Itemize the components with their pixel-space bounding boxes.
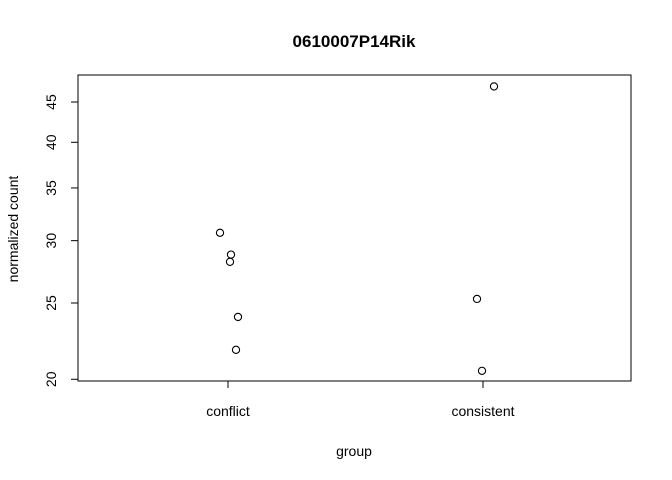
data-point: [215, 228, 225, 237]
x-axis-label: group: [336, 443, 372, 459]
plot-area: [77, 74, 632, 382]
y-tick-label: 30: [43, 233, 59, 249]
data-point: [226, 250, 236, 259]
y-tick-label: 20: [43, 371, 59, 387]
x-tick-label: conflict: [206, 403, 250, 419]
y-axis: 20 25 30 35 40 45: [43, 94, 78, 387]
data-points: [215, 82, 499, 375]
y-axis-label: normalized count: [5, 176, 21, 283]
y-tick-label: 45: [43, 94, 59, 110]
x-axis: conflict consistent: [206, 381, 515, 419]
data-point: [233, 312, 243, 322]
chart-title: 0610007P14Rik: [293, 32, 416, 51]
y-tick-label: 35: [43, 180, 59, 196]
data-point: [489, 82, 499, 91]
x-tick-label: consistent: [451, 403, 514, 419]
data-point: [472, 294, 482, 304]
y-tick-label: 25: [43, 295, 59, 311]
y-tick-label: 40: [43, 134, 59, 150]
data-point: [225, 257, 235, 266]
data-point: [477, 366, 487, 375]
data-point: [231, 345, 241, 354]
